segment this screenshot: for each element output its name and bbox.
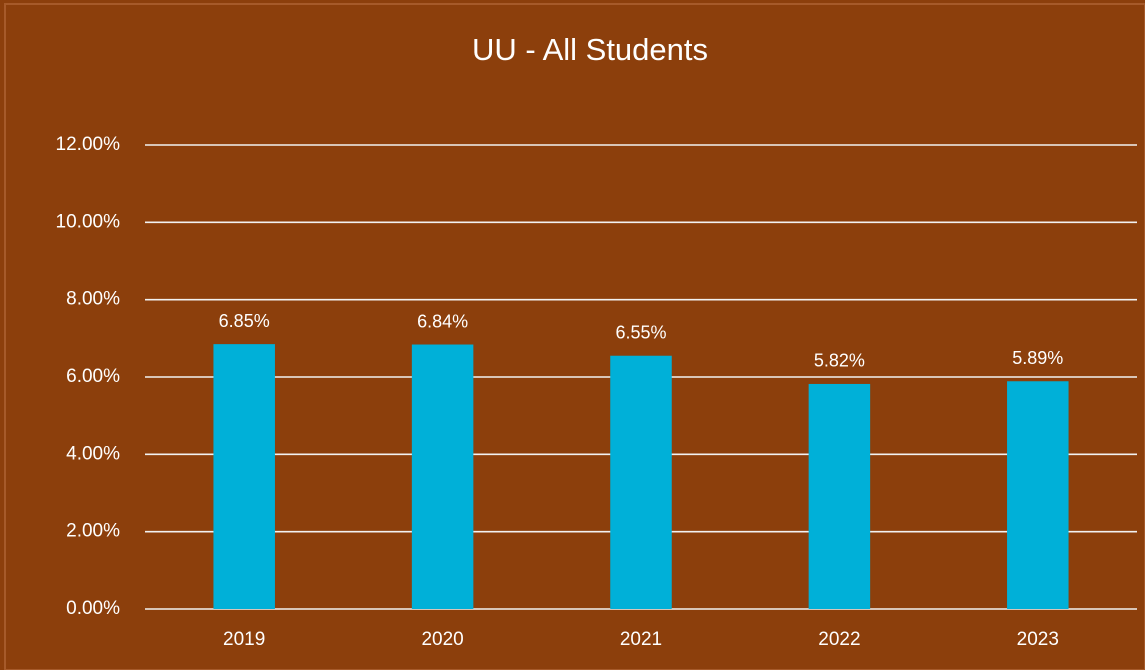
y-tick-label: 2.00%	[66, 521, 120, 542]
x-tick-label: 2021	[620, 629, 662, 650]
x-tick-label: 2019	[223, 629, 265, 650]
y-tick-label: 6.00%	[66, 366, 120, 387]
y-tick-label: 0.00%	[66, 598, 120, 619]
y-tick-label: 4.00%	[66, 443, 120, 464]
chart-border	[4, 3, 1145, 670]
x-tick-label: 2020	[421, 629, 463, 650]
y-tick-label: 10.00%	[56, 211, 121, 232]
bar	[213, 344, 275, 609]
bar	[808, 383, 871, 609]
y-tick-label: 8.00%	[66, 289, 120, 310]
bar	[610, 355, 672, 609]
data-label: 6.85%	[219, 311, 270, 331]
data-label: 5.89%	[1012, 348, 1063, 368]
data-label: 5.82%	[814, 351, 865, 371]
bar	[1007, 381, 1069, 609]
y-tick-label: 12.00%	[56, 134, 121, 155]
data-label: 6.55%	[615, 322, 666, 342]
data-label: 6.84%	[417, 311, 468, 331]
chart-title: UU - All Students	[472, 32, 708, 67]
bar	[411, 344, 474, 609]
x-tick-label: 2023	[1017, 629, 1059, 650]
x-tick-label: 2022	[818, 629, 860, 650]
